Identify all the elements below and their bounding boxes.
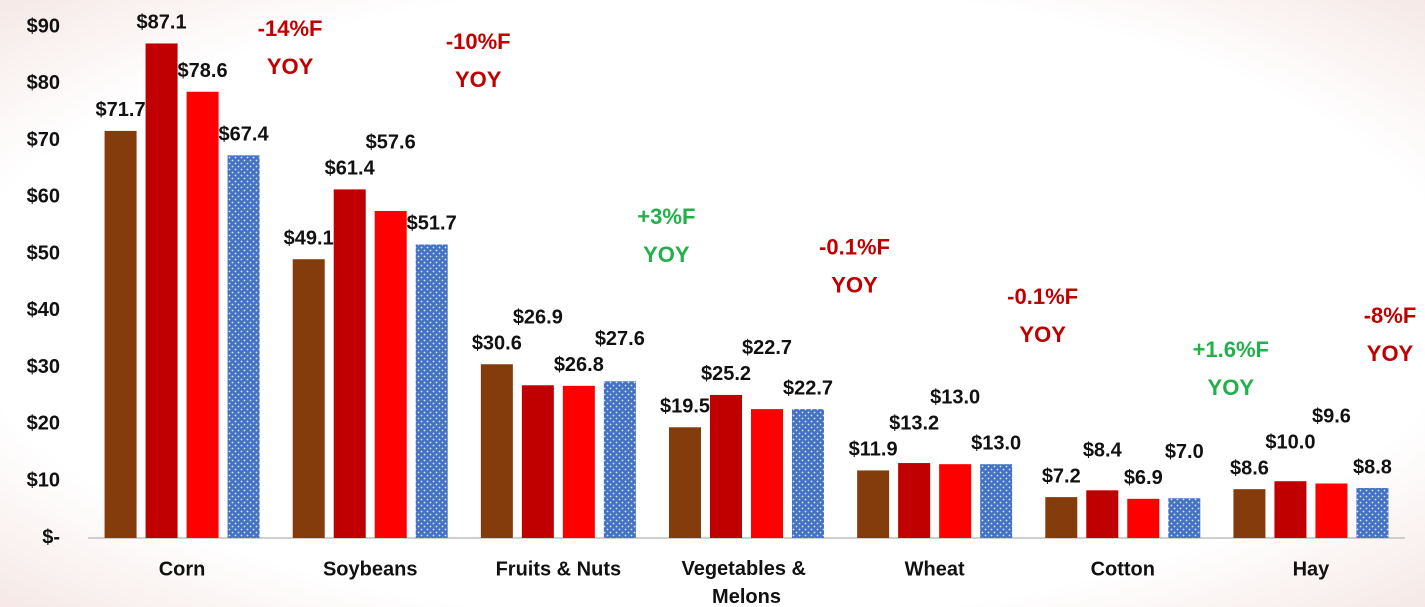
bar xyxy=(1045,497,1078,538)
value-label: $6.9 xyxy=(1124,467,1163,489)
annotation: YOY xyxy=(455,67,502,92)
y-tick-label: $90 xyxy=(27,15,60,37)
bar xyxy=(603,381,636,538)
bar xyxy=(415,244,448,538)
bar xyxy=(562,385,595,538)
annotation: -0.1%F xyxy=(819,235,890,260)
x-tick-label: Wheat xyxy=(905,558,965,580)
y-tick-label: $80 xyxy=(27,72,60,94)
x-tick-label: Vegetables & Melons xyxy=(681,558,811,607)
value-label: $57.6 xyxy=(366,132,416,154)
bar xyxy=(521,385,554,538)
bar xyxy=(1233,489,1266,538)
annotation: +1.6%F xyxy=(1193,337,1269,362)
y-tick-label: $60 xyxy=(27,186,60,208)
value-label: $26.8 xyxy=(554,354,604,376)
value-label: $26.9 xyxy=(513,307,563,329)
bar xyxy=(1127,498,1160,538)
annotation: +3%F xyxy=(637,204,695,229)
value-label: $22.7 xyxy=(783,377,833,399)
bar xyxy=(898,463,931,538)
annotation: YOY xyxy=(643,242,690,267)
annotation: -10%F xyxy=(446,29,511,54)
bar xyxy=(1274,481,1307,538)
value-label: $25.2 xyxy=(701,363,751,385)
annotation: -8%F xyxy=(1364,303,1417,328)
value-label: $8.6 xyxy=(1230,457,1269,479)
value-label: $8.4 xyxy=(1083,439,1123,461)
x-tick-label: Corn xyxy=(159,558,206,580)
bar xyxy=(480,364,513,538)
value-label: $8.8 xyxy=(1353,456,1392,478)
x-tick-label-line: Vegetables & xyxy=(681,558,811,580)
bar xyxy=(292,259,325,538)
bar xyxy=(374,210,407,538)
x-tick-label: Hay xyxy=(1293,558,1331,580)
value-label: $7.0 xyxy=(1165,441,1204,463)
value-label: $67.4 xyxy=(219,124,270,146)
value-label: $51.7 xyxy=(407,213,457,235)
bar xyxy=(186,91,219,538)
value-label: $19.5 xyxy=(660,396,710,418)
bar xyxy=(980,464,1013,538)
y-tick-label: $10 xyxy=(27,470,60,492)
value-label: $30.6 xyxy=(472,333,522,355)
y-tick-label: $20 xyxy=(27,413,60,435)
value-label: $27.6 xyxy=(595,328,645,350)
bar xyxy=(939,464,972,538)
x-tick-label: Cotton xyxy=(1091,558,1155,580)
y-tick-label: $40 xyxy=(27,299,60,321)
bar xyxy=(1086,490,1119,538)
value-label: $87.1 xyxy=(137,12,187,34)
value-label: $49.1 xyxy=(284,228,334,250)
bar xyxy=(104,130,137,539)
bar xyxy=(751,409,783,538)
bar xyxy=(1315,483,1348,538)
x-tick-label-line: Melons xyxy=(712,586,781,607)
bar xyxy=(145,43,178,539)
value-label: $78.6 xyxy=(178,60,228,82)
bar xyxy=(857,470,890,538)
value-label: $71.7 xyxy=(96,99,146,121)
value-label: $61.4 xyxy=(325,158,376,180)
annotation: YOY xyxy=(1019,322,1066,347)
value-label: $7.2 xyxy=(1042,465,1081,487)
bar xyxy=(1168,498,1201,538)
value-label: $10.0 xyxy=(1265,431,1315,453)
value-label: $9.6 xyxy=(1312,405,1351,427)
annotation: YOY xyxy=(1208,375,1255,400)
value-label: $13.2 xyxy=(889,413,939,435)
annotation: YOY xyxy=(831,273,878,298)
y-tick-label: $70 xyxy=(27,129,60,151)
annotation: YOY xyxy=(267,54,314,79)
y-tick-label: $50 xyxy=(27,242,60,264)
bar xyxy=(333,189,366,538)
x-tick-label: Soybeans xyxy=(323,558,417,580)
bar xyxy=(792,409,824,538)
value-label: $13.0 xyxy=(930,387,980,409)
annotation: -14%F xyxy=(258,16,323,41)
value-label: $13.0 xyxy=(971,432,1021,454)
bar xyxy=(669,427,701,538)
bar xyxy=(227,155,260,538)
y-tick-label: $- xyxy=(42,526,60,548)
value-label: $11.9 xyxy=(849,439,898,461)
value-label: $22.7 xyxy=(742,337,792,359)
bar xyxy=(710,394,742,538)
x-tick-label: Fruits & Nuts xyxy=(496,558,622,580)
y-tick-label: $30 xyxy=(27,356,60,378)
bar xyxy=(1356,488,1389,538)
annotation: YOY xyxy=(1367,341,1414,366)
annotation: -0.1%F xyxy=(1007,284,1078,309)
